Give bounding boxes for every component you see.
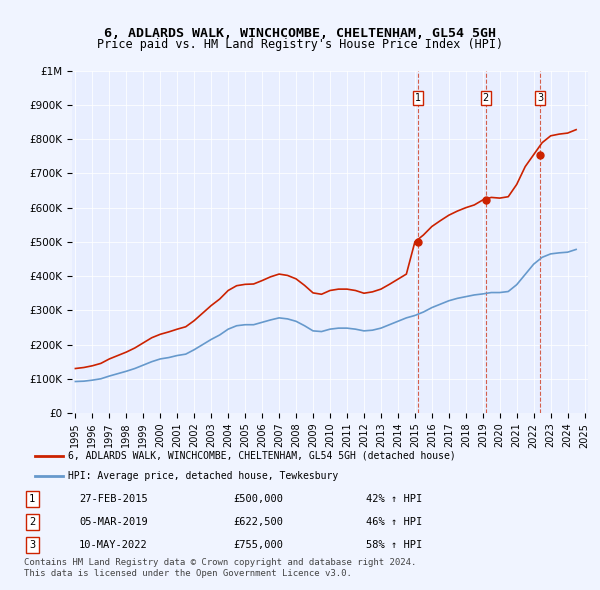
Text: 10-MAY-2022: 10-MAY-2022 — [79, 540, 148, 550]
Text: £500,000: £500,000 — [234, 494, 284, 504]
Text: 1: 1 — [29, 494, 35, 504]
Text: 2: 2 — [29, 517, 35, 527]
Text: HPI: Average price, detached house, Tewkesbury: HPI: Average price, detached house, Tewk… — [68, 471, 338, 481]
Text: 46% ↑ HPI: 46% ↑ HPI — [366, 517, 422, 527]
Text: £622,500: £622,500 — [234, 517, 284, 527]
Text: 58% ↑ HPI: 58% ↑ HPI — [366, 540, 422, 550]
Text: 6, ADLARDS WALK, WINCHCOMBE, CHELTENHAM, GL54 5GH: 6, ADLARDS WALK, WINCHCOMBE, CHELTENHAM,… — [104, 27, 496, 40]
Text: 3: 3 — [537, 93, 543, 103]
Text: 27-FEB-2015: 27-FEB-2015 — [79, 494, 148, 504]
Text: 2: 2 — [482, 93, 489, 103]
Text: Price paid vs. HM Land Registry's House Price Index (HPI): Price paid vs. HM Land Registry's House … — [97, 38, 503, 51]
Text: 6, ADLARDS WALK, WINCHCOMBE, CHELTENHAM, GL54 5GH (detached house): 6, ADLARDS WALK, WINCHCOMBE, CHELTENHAM,… — [68, 451, 456, 461]
Text: 1: 1 — [415, 93, 421, 103]
Text: Contains HM Land Registry data © Crown copyright and database right 2024.: Contains HM Land Registry data © Crown c… — [24, 558, 416, 566]
Text: £755,000: £755,000 — [234, 540, 284, 550]
Text: 42% ↑ HPI: 42% ↑ HPI — [366, 494, 422, 504]
Text: 05-MAR-2019: 05-MAR-2019 — [79, 517, 148, 527]
Text: This data is licensed under the Open Government Licence v3.0.: This data is licensed under the Open Gov… — [24, 569, 352, 578]
Text: 3: 3 — [29, 540, 35, 550]
